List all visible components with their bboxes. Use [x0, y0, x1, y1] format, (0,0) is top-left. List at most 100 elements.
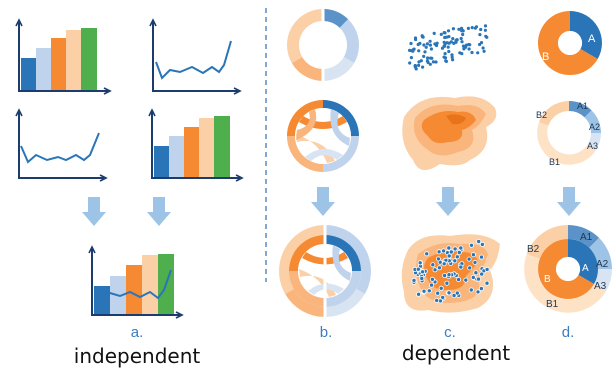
chord-ribbon: [330, 109, 350, 146]
donut-label-a: A: [588, 33, 596, 45]
scatter-point: [483, 28, 487, 32]
nested-donut-chart: A B A1 A2 A3 B1 B2: [524, 225, 612, 313]
scatter-point: [478, 254, 484, 260]
chart-axes: [91, 249, 180, 316]
axis-arrowheads: [15, 108, 108, 182]
scatter-point: [425, 42, 429, 46]
scatter-point: [417, 49, 421, 53]
scatter-point: [410, 49, 414, 53]
ring-label-a1: A1: [577, 101, 588, 111]
ring-label-a2: A2: [589, 122, 600, 132]
scatter-point: [483, 24, 488, 28]
scatter-point: [443, 52, 447, 56]
scatter-point: [429, 56, 433, 60]
donut-slice-b: [537, 10, 598, 75]
ring-segment-a2: [589, 237, 612, 269]
scatter-point: [442, 40, 446, 44]
line-series: [155, 40, 232, 80]
scatter-point: [454, 290, 460, 296]
scatter-point: [447, 49, 451, 54]
scatter-point: [457, 27, 461, 31]
scatter-point: [479, 27, 483, 32]
scatter-point: [430, 262, 436, 268]
nested-label-b: B: [544, 274, 551, 285]
scatter-point: [464, 43, 468, 47]
ring-label-b2: B2: [536, 110, 547, 120]
label-b: b.: [320, 324, 333, 341]
scatter-point: [417, 60, 421, 64]
scatter-point: [432, 31, 436, 35]
down-arrow-icon: [436, 187, 460, 216]
down-arrow-icon: [82, 197, 106, 226]
bar: [51, 38, 66, 91]
scatter-point: [467, 265, 473, 271]
scatter-point: [417, 63, 421, 67]
ring-segment-a3: [588, 133, 601, 149]
axis-arrowheads: [15, 18, 112, 95]
scatter-plot-icon: [408, 24, 489, 71]
panel-c: c.: [401, 24, 500, 341]
donut-label-b: B: [542, 51, 549, 63]
donut-slice-a: [570, 11, 602, 59]
ring-segment-b1: [524, 254, 607, 313]
combined-density-scatter: [401, 234, 500, 313]
scatter-point: [456, 249, 462, 255]
scatter-point: [424, 251, 430, 257]
scatter-point: [446, 29, 451, 33]
scatter-point: [436, 265, 442, 271]
chord-ribbon: [332, 245, 351, 281]
scatter-point: [478, 33, 482, 37]
scatter-point: [426, 56, 430, 60]
donut-chart-icon: [286, 7, 360, 83]
ring-segment-b1: [537, 122, 597, 165]
scatter-point: [444, 59, 448, 64]
line-chart-bottom-left: [15, 108, 108, 182]
scatter-point: [467, 47, 471, 51]
scatter-point: [479, 271, 485, 277]
scatter-point: [445, 35, 449, 39]
scatter-point: [475, 289, 481, 295]
scatter-point: [411, 277, 417, 283]
scatter-point: [470, 252, 476, 258]
scatter-point: [429, 47, 433, 51]
ring-segment-b2: [539, 101, 569, 126]
scatter-point: [452, 246, 458, 252]
nested-label-b2: B2: [527, 244, 540, 255]
scatter-point: [435, 256, 441, 262]
scatter-point: [456, 277, 462, 283]
scatter-point: [419, 275, 425, 281]
ring-chart: A1 A2 A3 B1 B2: [536, 101, 601, 167]
donut-slice-b: [538, 239, 594, 299]
chord-arc: [323, 136, 359, 172]
scatter-point: [482, 49, 486, 53]
scatter-point: [420, 34, 424, 38]
scatter-point: [476, 238, 482, 244]
scatter-point: [415, 266, 421, 272]
ring-segment-a1: [568, 225, 600, 248]
line-series: [20, 132, 100, 164]
scatter-point: [484, 280, 490, 286]
scatter-point: [428, 43, 432, 47]
ring-segment: [285, 289, 325, 317]
scatter-point: [470, 50, 474, 55]
scatter-point: [467, 42, 471, 47]
scatter-point: [466, 256, 472, 262]
scatter-point: [484, 266, 490, 272]
scatter-point: [454, 254, 460, 260]
ring-label-b1: B1: [549, 157, 560, 167]
scatter-point: [416, 291, 422, 297]
scatter-point: [434, 60, 438, 64]
scatter-point: [448, 249, 454, 255]
scatter-point: [440, 294, 446, 300]
scatter-point: [481, 46, 485, 50]
axis-arrowheads: [88, 245, 184, 319]
donut-chart-icon: A B: [537, 10, 602, 75]
chart-axes: [18, 22, 108, 92]
panel-b: b.: [279, 7, 371, 341]
nested-label-a2: A2: [596, 259, 609, 270]
scatter-point: [458, 245, 464, 251]
label-a: a.: [131, 324, 144, 341]
scatter-point: [484, 34, 488, 38]
scatter-point: [478, 286, 484, 292]
